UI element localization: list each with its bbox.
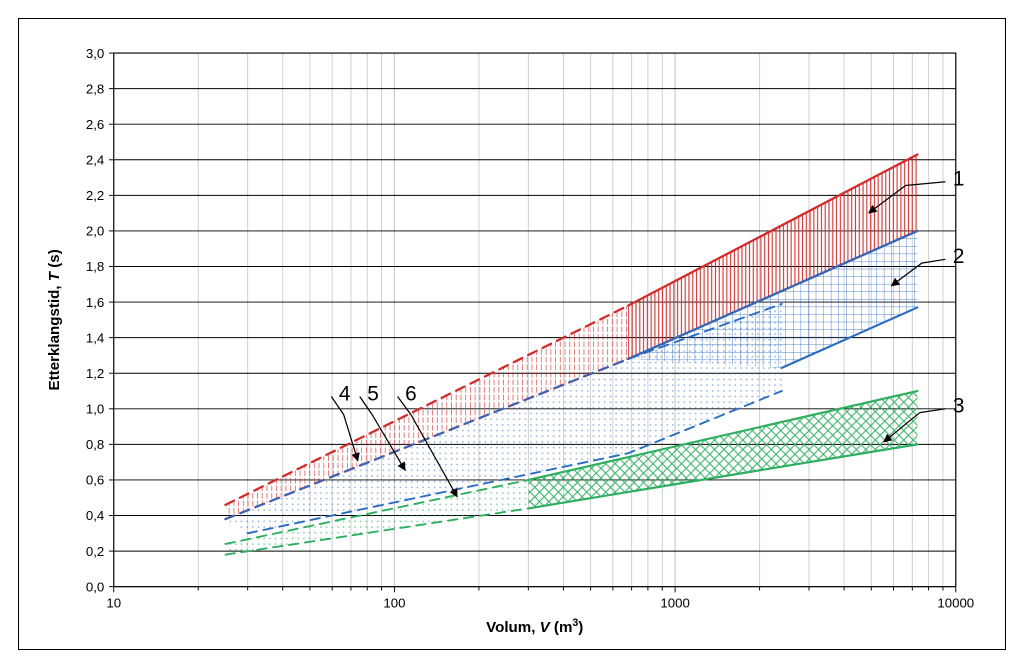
callout-5-label: 5 <box>367 382 379 405</box>
y-tick-label: 3,0 <box>86 46 104 61</box>
chart-svg: 0,0 0,2 0,4 0,6 0,8 1,0 1,2 1,4 1,6 1,8 2,0 2,2 2,4 2… <box>19 19 1007 651</box>
callout-2-label: 2 <box>953 245 965 268</box>
chart-container: 0,0 0,2 0,4 0,6 0,8 1,0 1,2 1,4 1,6 1,8 2,0 2,2 2,4 2… <box>0 0 1024 668</box>
y-axis-label: Etterklangstid, T (s) <box>46 249 63 390</box>
x-tick-label: 10000 <box>937 595 974 610</box>
x-tick-label: 10 <box>106 595 121 610</box>
y-tick-label: 0,2 <box>86 544 104 559</box>
y-tick-label: 2,6 <box>86 117 104 132</box>
x-tick-label: 100 <box>383 595 405 610</box>
y-tick-label: 2,0 <box>86 224 104 239</box>
callout-6-label: 6 <box>405 382 417 405</box>
y-tick-label: 1,4 <box>86 330 104 345</box>
y-tick-label: 1,8 <box>86 259 104 274</box>
y-tick-label: 2,8 <box>86 81 104 96</box>
callout-4-label: 4 <box>339 382 351 405</box>
y-tick-label: 2,4 <box>86 153 104 168</box>
callout-3-label: 3 <box>953 395 965 418</box>
y-tick-label: 0,0 <box>86 579 104 594</box>
callout-1-label: 1 <box>953 168 965 191</box>
x-axis-label: Volum, V (m3) <box>486 617 583 636</box>
y-tick-label: 0,4 <box>86 508 104 523</box>
y-tick-label: 0,8 <box>86 437 104 452</box>
y-tick-label: 2,2 <box>86 188 104 203</box>
x-tick-label: 1000 <box>660 595 689 610</box>
y-tick-label: 1,2 <box>86 366 104 381</box>
y-tick-label: 0,6 <box>86 473 104 488</box>
y-tick-label: 1,0 <box>86 402 104 417</box>
y-tick-label: 1,6 <box>86 295 104 310</box>
chart-frame: 0,0 0,2 0,4 0,6 0,8 1,0 1,2 1,4 1,6 1,8 2,0 2,2 2,4 2… <box>18 18 1006 650</box>
